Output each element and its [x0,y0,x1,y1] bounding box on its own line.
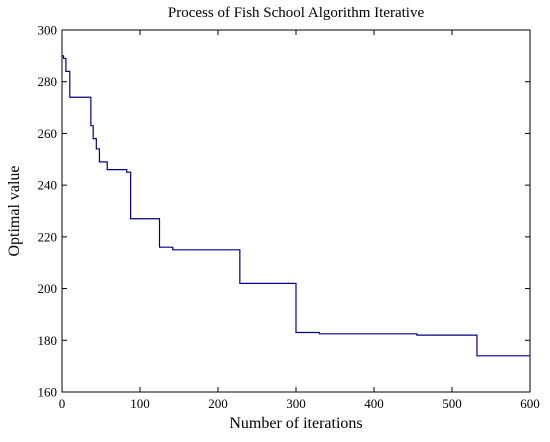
y-tick-label: 280 [38,74,58,89]
y-axis-label: Optimal value [6,165,23,256]
x-tick-label: 100 [130,396,150,411]
series-layer [62,55,530,357]
plot-area [61,29,531,393]
y-tick-label: 200 [38,281,58,296]
x-tick-label: 0 [59,396,66,411]
x-tick-label: 200 [208,396,228,411]
y-tick-label: 160 [38,385,58,400]
y-tick-label: 300 [38,23,58,38]
y-axis: 160 180 200 220 240 260 280 300 [38,23,530,400]
series-line [62,55,530,357]
x-axis-label: Number of iterations [229,415,362,432]
y-tick-label: 260 [38,126,58,141]
chart-title: Process of Fish School Algorithm Iterati… [168,5,425,21]
y-tick-label: 180 [38,333,58,348]
x-tick-label: 500 [442,396,462,411]
y-tick-label: 220 [38,229,58,244]
x-tick-label: 400 [364,396,384,411]
x-axis: 0 100 200 300 400 500 600 [59,30,540,411]
x-tick-label: 300 [286,396,306,411]
y-tick-label: 240 [38,178,58,193]
x-tick-label: 600 [520,396,540,411]
